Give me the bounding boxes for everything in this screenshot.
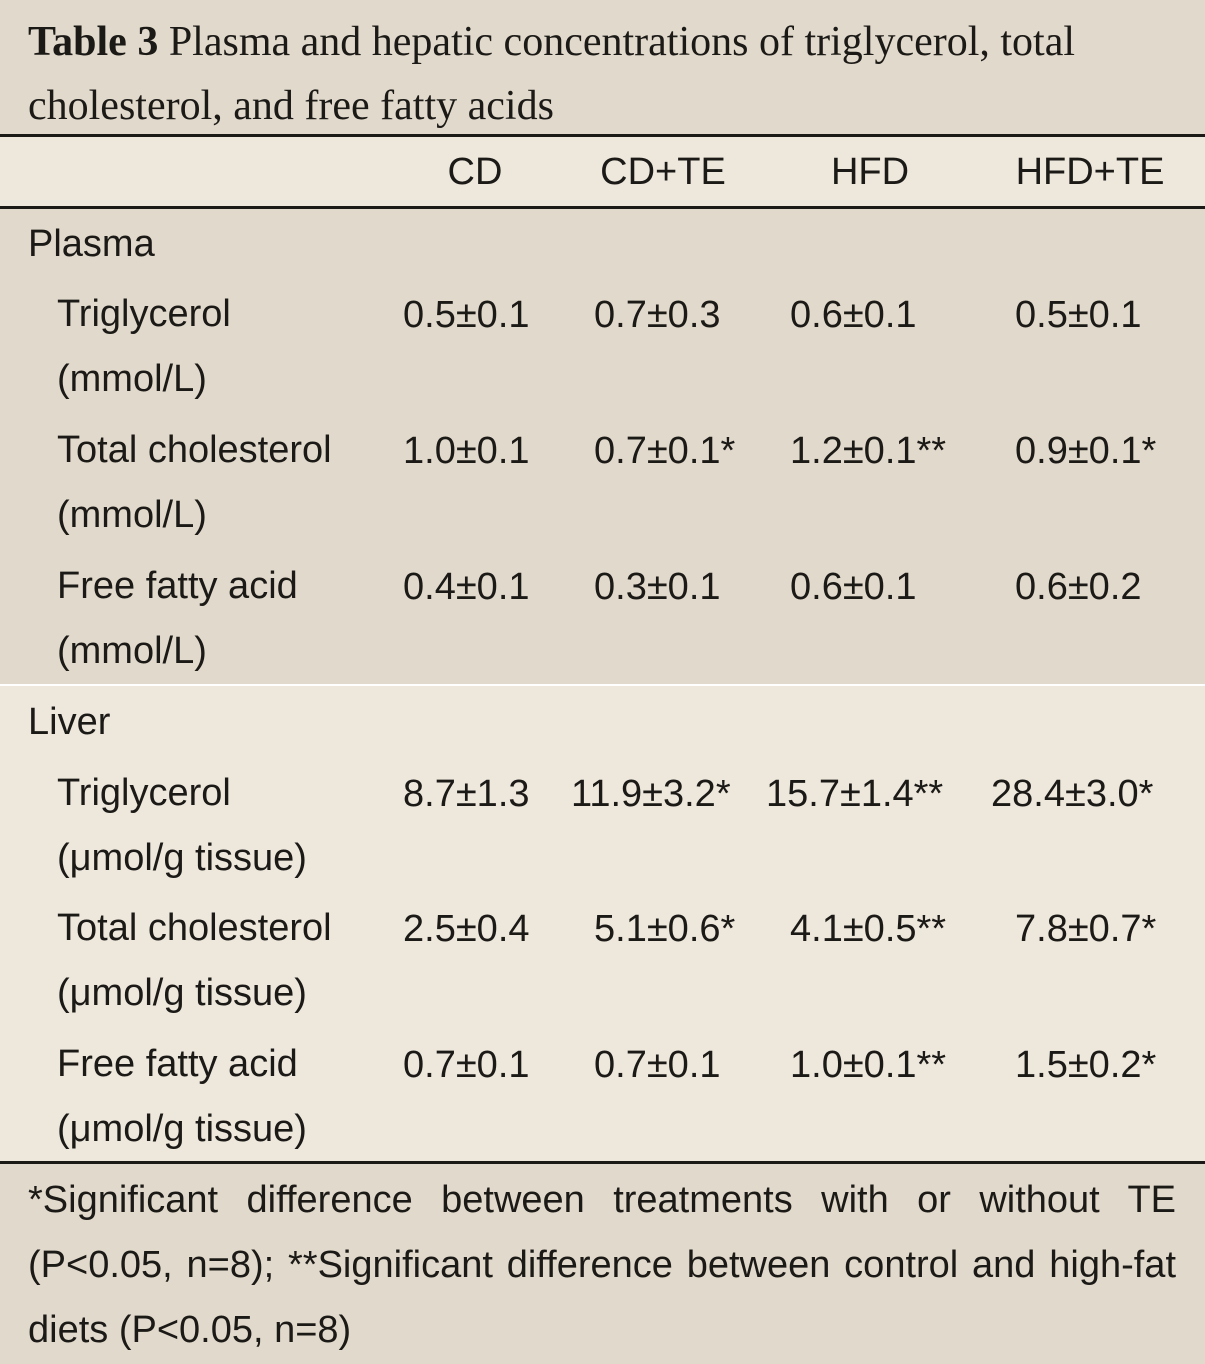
row-label-liver-triglycerol: Triglycerol (μmol/g tissue) (57, 761, 387, 891)
cell-liver-cholesterol-cd-te: 5.1±0.6* (594, 908, 736, 950)
cell-plasma-ffa-cd-te: 0.3±0.1 (594, 566, 721, 608)
row-name: Triglycerol (57, 293, 231, 335)
cell-plasma-triglycerol-hfd: 0.6±0.1 (790, 294, 917, 336)
section-divider (0, 684, 1205, 686)
row-name: Triglycerol (57, 772, 231, 814)
row-unit: (mmol/L) (57, 630, 207, 672)
section-label-plasma: Plasma (28, 223, 155, 265)
row-label-liver-total-cholesterol: Total cholesterol (μmol/g tissue) (57, 896, 387, 1026)
cell-liver-cholesterol-hfd: 4.1±0.5** (790, 908, 947, 950)
caption-text: Plasma and hepatic concentrations of tri… (28, 19, 1076, 129)
cell-liver-triglycerol-hfd: 15.7±1.4** (766, 773, 944, 815)
cell-plasma-cholesterol-cd-te: 0.7±0.1* (594, 430, 736, 472)
row-unit: (μmol/g tissue) (57, 972, 307, 1014)
top-rule (0, 134, 1205, 137)
table-caption: Table 3 Plasma and hepatic concentration… (28, 10, 1188, 138)
row-name: Total cholesterol (57, 429, 332, 471)
cell-plasma-cholesterol-hfd-te: 0.9±0.1* (1015, 430, 1157, 472)
cell-plasma-triglycerol-hfd-te: 0.5±0.1 (1015, 294, 1142, 336)
cell-liver-ffa-hfd-te: 1.5±0.2* (1015, 1044, 1157, 1086)
cell-liver-triglycerol-cd: 8.7±1.3 (403, 773, 530, 815)
cell-liver-cholesterol-cd: 2.5±0.4 (403, 908, 530, 950)
cell-liver-triglycerol-hfd-te: 28.4±3.0* (991, 773, 1154, 815)
table-footnote: *Significant difference between treatmen… (28, 1179, 1176, 1351)
cell-liver-ffa-cd: 0.7±0.1 (403, 1044, 530, 1086)
row-unit: (μmol/g tissue) (57, 1108, 307, 1150)
cell-plasma-ffa-hfd-te: 0.6±0.2 (1015, 566, 1142, 608)
row-label-plasma-triglycerol: Triglycerol (mmol/L) (57, 282, 387, 412)
row-name: Free fatty acid (57, 1043, 298, 1085)
row-name: Total cholesterol (57, 907, 332, 949)
caption-background (0, 0, 1205, 134)
cell-plasma-triglycerol-cd: 0.5±0.1 (403, 294, 530, 336)
header-row (0, 137, 1205, 206)
cell-liver-ffa-hfd: 1.0±0.1** (790, 1044, 947, 1086)
row-unit: (mmol/L) (57, 358, 207, 400)
cell-plasma-ffa-hfd: 0.6±0.1 (790, 566, 917, 608)
cell-plasma-triglycerol-cd-te: 0.7±0.3 (594, 294, 721, 336)
row-label-liver-free-fatty-acid: Free fatty acid (μmol/g tissue) (57, 1032, 387, 1162)
bottom-rule (0, 1161, 1205, 1164)
footnote-background (0, 1164, 1205, 1364)
plasma-section (0, 209, 1205, 684)
section-label-liver: Liver (28, 701, 111, 743)
column-header-cd: CD (447, 151, 503, 193)
cell-plasma-cholesterol-hfd: 1.2±0.1** (790, 430, 947, 472)
header-rule (0, 206, 1205, 209)
row-name: Free fatty acid (57, 565, 298, 607)
row-unit: (μmol/g tissue) (57, 837, 307, 879)
cell-liver-cholesterol-hfd-te: 7.8±0.7* (1015, 908, 1157, 950)
row-label-plasma-total-cholesterol: Total cholesterol (mmol/L) (57, 418, 387, 548)
row-label-plasma-free-fatty-acid: Free fatty acid (mmol/L) (57, 554, 387, 684)
cell-plasma-ffa-cd: 0.4±0.1 (403, 566, 530, 608)
liver-section (0, 686, 1205, 1161)
row-unit: (mmol/L) (57, 494, 207, 536)
column-header-cd-te: CD+TE (600, 151, 726, 193)
caption-label: Table 3 (28, 19, 159, 65)
cell-liver-triglycerol-cd-te: 11.9±3.2* (571, 773, 731, 815)
column-header-hfd-te: HFD+TE (1015, 151, 1165, 193)
cell-liver-ffa-cd-te: 0.7±0.1 (594, 1044, 721, 1086)
column-header-hfd: HFD (830, 151, 910, 193)
cell-plasma-cholesterol-cd: 1.0±0.1 (403, 430, 530, 472)
